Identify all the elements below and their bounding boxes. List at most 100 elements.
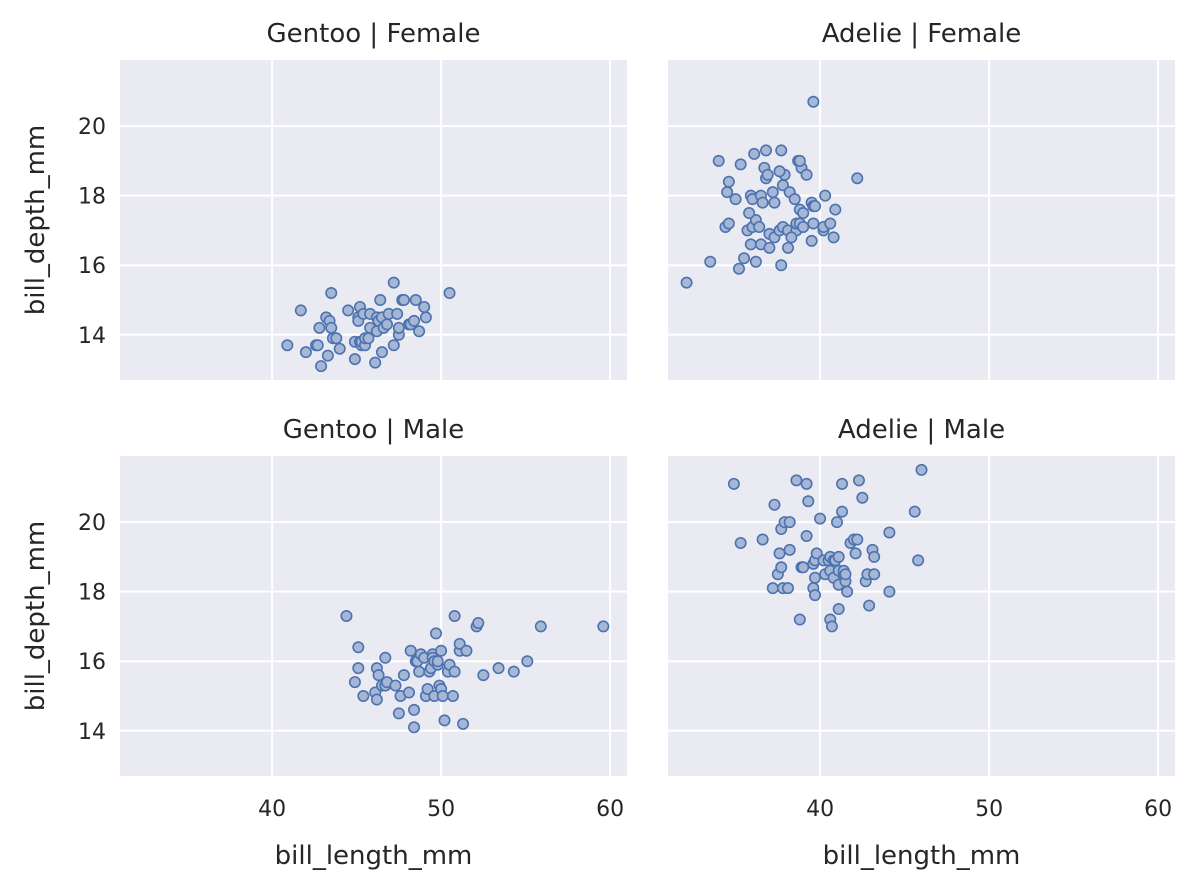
data-point	[766, 582, 779, 595]
y-tick-label: 20	[78, 115, 106, 140]
data-point	[421, 683, 434, 696]
data-point	[330, 332, 343, 345]
data-point	[912, 554, 925, 567]
data-point	[839, 568, 852, 581]
data-point	[781, 241, 794, 254]
data-point	[800, 477, 813, 490]
data-point	[397, 293, 410, 306]
data-point	[807, 95, 820, 108]
data-point	[734, 536, 747, 549]
data-point	[418, 300, 431, 313]
data-point	[722, 175, 735, 188]
data-point	[387, 276, 400, 289]
data-point	[781, 582, 794, 595]
data-point	[849, 547, 862, 560]
data-point	[836, 505, 849, 518]
plot-area	[668, 456, 1175, 776]
data-point	[507, 665, 520, 678]
y-tick-label: 16	[78, 650, 106, 675]
data-point	[372, 669, 385, 682]
data-point	[819, 189, 832, 202]
data-point	[397, 669, 410, 682]
data-point	[435, 644, 448, 657]
y-axis-label: bill_depth_mm	[21, 521, 51, 712]
facet-title: Adelie | Female	[822, 19, 1022, 49]
data-point	[408, 314, 421, 327]
data-point	[761, 168, 774, 181]
data-point	[325, 287, 338, 300]
data-point	[721, 186, 734, 199]
data-point	[832, 550, 845, 563]
data-point	[827, 231, 840, 244]
data-point	[348, 676, 361, 689]
data-point	[856, 491, 869, 504]
data-point	[534, 620, 547, 633]
data-point	[802, 495, 815, 508]
data-point	[807, 217, 820, 230]
data-point	[727, 477, 740, 490]
data-point	[408, 703, 421, 716]
y-tick-label: 18	[78, 581, 106, 606]
data-point	[413, 665, 426, 678]
data-point	[472, 616, 485, 629]
plot-area	[120, 456, 627, 776]
data-point	[321, 349, 334, 362]
data-point	[749, 255, 762, 268]
data-point	[825, 620, 838, 633]
data-point	[775, 561, 788, 574]
facet-title: Gentoo | Female	[267, 19, 481, 49]
data-point	[809, 571, 822, 584]
data-point	[756, 533, 769, 546]
data-point	[829, 203, 842, 216]
data-point	[809, 200, 822, 213]
data-point	[680, 276, 693, 289]
data-point	[333, 342, 346, 355]
data-point	[379, 651, 392, 664]
data-point	[438, 714, 451, 727]
data-point	[370, 693, 383, 706]
data-point	[315, 360, 328, 373]
data-point	[753, 220, 766, 233]
data-point	[448, 609, 461, 622]
x-axis-label: bill_length_mm	[823, 841, 1021, 871]
data-point	[352, 641, 365, 654]
data-point	[392, 707, 405, 720]
data-point	[446, 689, 459, 702]
data-point	[299, 346, 312, 359]
data-point	[431, 655, 444, 668]
data-point	[387, 339, 400, 352]
data-point	[836, 477, 849, 490]
plot-area	[668, 60, 1175, 380]
data-point	[785, 231, 798, 244]
x-tick-label: 60	[596, 797, 624, 822]
data-point	[797, 561, 810, 574]
data-point	[374, 293, 387, 306]
data-point	[773, 547, 786, 560]
data-point	[419, 311, 432, 324]
data-point	[391, 307, 404, 320]
data-point	[443, 287, 456, 300]
data-point	[883, 526, 896, 539]
data-point	[357, 689, 370, 702]
y-tick-label: 20	[78, 511, 106, 536]
data-point	[748, 147, 761, 160]
data-point	[810, 547, 823, 560]
x-tick-label: 60	[1144, 797, 1172, 822]
data-point	[783, 543, 796, 556]
data-point	[797, 207, 810, 220]
data-point	[369, 356, 382, 369]
data-point	[790, 474, 803, 487]
x-tick-label: 40	[258, 797, 286, 822]
data-point	[783, 516, 796, 529]
data-point	[763, 241, 776, 254]
data-point	[788, 193, 801, 206]
x-tick-label: 50	[975, 797, 1003, 822]
data-point	[430, 627, 443, 640]
data-point	[722, 217, 735, 230]
data-point	[381, 318, 394, 331]
data-point	[738, 252, 751, 265]
data-point	[712, 154, 725, 167]
y-tick-label: 14	[78, 324, 106, 349]
data-point	[342, 304, 355, 317]
